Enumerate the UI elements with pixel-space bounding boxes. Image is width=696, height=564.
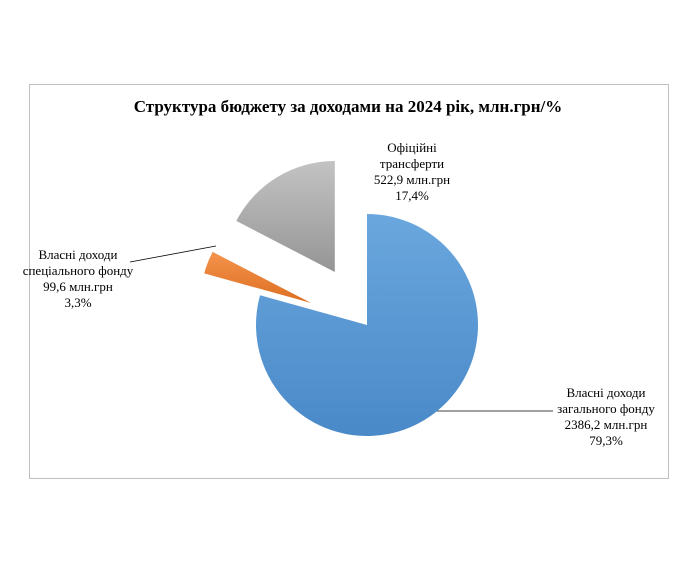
- percent-label: 3,3%: [64, 295, 92, 310]
- percent-label: 79,3%: [589, 433, 623, 448]
- pie-slice: [256, 214, 479, 436]
- slice-label: Власні доходи загального фонду 2386,2 млн…: [548, 385, 664, 449]
- leader-line: [129, 245, 217, 263]
- slice-label: Офіційні трансферти 522,9 млн.грн 17,4%: [362, 140, 462, 204]
- value-label: 2386,2 млн.грн: [564, 417, 648, 432]
- category-label: Власні доходи спеціального фонду: [22, 247, 134, 278]
- category-label: Власні доходи загального фонду: [557, 385, 655, 416]
- percent-label: 17,4%: [395, 188, 429, 203]
- pie-slice: [236, 161, 335, 273]
- category-label: Офіційні трансферти: [379, 140, 445, 171]
- pie-slice: [204, 251, 312, 304]
- chart-title: Структура бюджету за доходами на 2024 рі…: [134, 97, 563, 116]
- value-label: 522,9 млн.грн: [373, 172, 451, 187]
- value-label: 99,6 млн.грн: [43, 279, 113, 294]
- slice-label: Власні доходи спеціального фонду 99,6 млн…: [18, 247, 138, 311]
